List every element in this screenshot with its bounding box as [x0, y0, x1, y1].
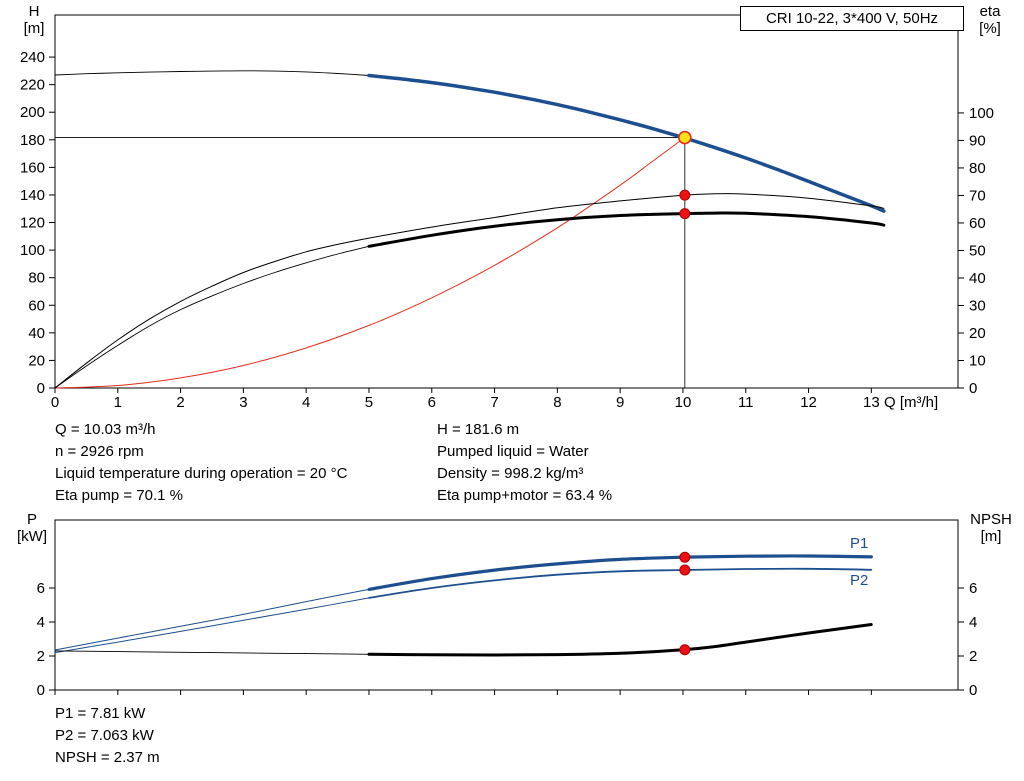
left-axis-tick-label: 20	[28, 352, 45, 369]
x-axis-tick-label: 10	[675, 394, 692, 411]
p1-curve	[367, 554, 873, 591]
info-liquid-temp: Liquid temperature during operation = 20…	[55, 465, 348, 482]
x-axis-tick-label: 0	[51, 394, 59, 411]
x-axis-tick-label: 13	[863, 394, 880, 411]
x-axis-tick-label: 11	[738, 394, 754, 411]
h-axis-label-line2: [m]	[23, 20, 45, 37]
eta-axis-label-line2: [%]	[979, 20, 1001, 37]
p1-curve-label: P1	[850, 535, 869, 552]
left-axis-tick-label: 120	[20, 215, 45, 232]
left-axis-tick-label: 140	[20, 187, 45, 204]
info-eta-pump: Eta pump = 70.1 %	[55, 487, 183, 504]
duty-point[interactable]	[678, 130, 692, 145]
npsh-axis-label: NPSH [m]	[962, 511, 1020, 545]
info-n: n = 2926 rpm	[55, 443, 144, 460]
p2-curve-low-range	[54, 597, 370, 654]
p2-point	[679, 564, 691, 576]
eta-axis-label-line1: eta	[979, 3, 1001, 20]
info-p2: P2 = 7.063 kW	[55, 727, 154, 744]
right-axis-tick-label: 2	[969, 648, 977, 665]
duty-info-right-column: H = 181.6 m Pumped liquid = Water Densit…	[437, 419, 612, 507]
x-axis-tick-label: 8	[553, 394, 561, 411]
left-axis-tick-label: 60	[28, 297, 45, 314]
x-axis-tick-label: 9	[616, 394, 624, 411]
p-axis-label-line1: P	[26, 511, 37, 528]
info-npsh: NPSH = 2.37 m	[55, 749, 160, 766]
npsh-axis-label-line2: [m]	[980, 528, 1002, 545]
right-axis-tick-label: 80	[969, 160, 986, 177]
left-axis-tick-label: 200	[20, 104, 45, 121]
right-axis-tick-label: 10	[969, 352, 986, 369]
p2-curve-label: P2	[850, 572, 869, 589]
right-axis-tick-label: 20	[969, 325, 986, 342]
left-axis-tick-label: 160	[20, 159, 45, 176]
right-axis-tick-label: 40	[969, 270, 986, 287]
left-axis-tick-label: 80	[28, 270, 45, 287]
info-eta-pump-motor: Eta pump+motor = 63.4 %	[437, 487, 613, 504]
info-density: Density = 998.2 kg/m³	[437, 465, 584, 482]
x-axis-tick-label: 6	[428, 394, 436, 411]
info-pumped-liquid: Pumped liquid = Water	[437, 443, 589, 460]
p2-curve	[368, 567, 873, 599]
p-axis-label: P [kW]	[12, 511, 52, 545]
duty-info-left-column: Q = 10.03 m³/h n = 2926 rpm Liquid tempe…	[55, 419, 347, 507]
npsh-curve-low-range	[54, 650, 370, 655]
info-q: Q = 10.03 m³/h	[55, 421, 156, 438]
x-axis-tick-label: 4	[302, 394, 310, 411]
x-axis-tick-label: 7	[490, 394, 498, 411]
left-axis-tick-label: 4	[37, 614, 45, 631]
left-axis-tick-label: 6	[37, 580, 45, 597]
right-axis-tick-label: 4	[969, 614, 977, 631]
eta-pump-motor-low-range	[54, 245, 370, 389]
q-axis-label: Q [m³/h]	[884, 394, 939, 411]
left-axis-tick-label: 2	[37, 648, 45, 665]
left-axis-tick-label: 180	[20, 132, 45, 149]
plot-frame	[54, 519, 959, 691]
npsh-curve	[367, 623, 873, 657]
left-axis-tick-label: 0	[37, 682, 45, 699]
left-axis-tick-label: 240	[20, 49, 45, 66]
pump-title-box: CRI 10-22, 3*400 V, 50Hz	[740, 6, 964, 31]
right-axis-tick-label: 6	[969, 580, 977, 597]
right-axis-tick-label: 100	[969, 105, 994, 122]
info-h: H = 181.6 m	[437, 421, 520, 438]
right-axis-tick-label: 90	[969, 132, 986, 149]
x-axis-tick-label: 1	[114, 394, 122, 411]
x-axis-tick-label: 5	[365, 394, 373, 411]
right-axis-tick-label: 30	[969, 297, 986, 314]
p1-curve-low-range	[54, 588, 370, 651]
right-axis-tick-label: 0	[969, 380, 977, 397]
power-info-block: P1 = 7.81 kW P2 = 7.063 kW NPSH = 2.37 m	[55, 703, 160, 769]
eta-pump-point	[679, 189, 691, 201]
x-axis-tick-label: 2	[176, 394, 184, 411]
system-curve	[54, 137, 686, 389]
plot-frame	[54, 14, 959, 389]
right-axis-tick-label: 0	[969, 682, 977, 699]
pump-curve-low-range	[54, 70, 370, 76]
p1-point	[679, 551, 691, 563]
p-axis-label-line2: [kW]	[17, 528, 47, 545]
left-axis-tick-label: 100	[20, 242, 45, 259]
eta-pump-curve	[54, 193, 885, 389]
x-axis-tick-label: 3	[239, 394, 247, 411]
eta-pump-motor-point	[679, 208, 691, 220]
eta-axis-label: eta [%]	[968, 3, 1012, 37]
info-p1: P1 = 7.81 kW	[55, 705, 146, 722]
x-axis-tick-label: 12	[800, 394, 817, 411]
left-axis-tick-label: 40	[28, 325, 45, 342]
right-axis-tick-label: 50	[969, 242, 986, 259]
npsh-point	[679, 644, 691, 656]
left-axis-tick-label: 220	[20, 77, 45, 94]
pump-curve-main	[367, 73, 886, 213]
npsh-axis-label-line1: NPSH	[970, 511, 1012, 528]
right-axis-tick-label: 60	[969, 215, 986, 232]
right-axis-tick-label: 70	[969, 187, 986, 204]
left-axis-tick-label: 0	[37, 380, 45, 397]
h-axis-label-line1: H	[28, 3, 40, 20]
h-axis-label: H [m]	[16, 3, 52, 37]
